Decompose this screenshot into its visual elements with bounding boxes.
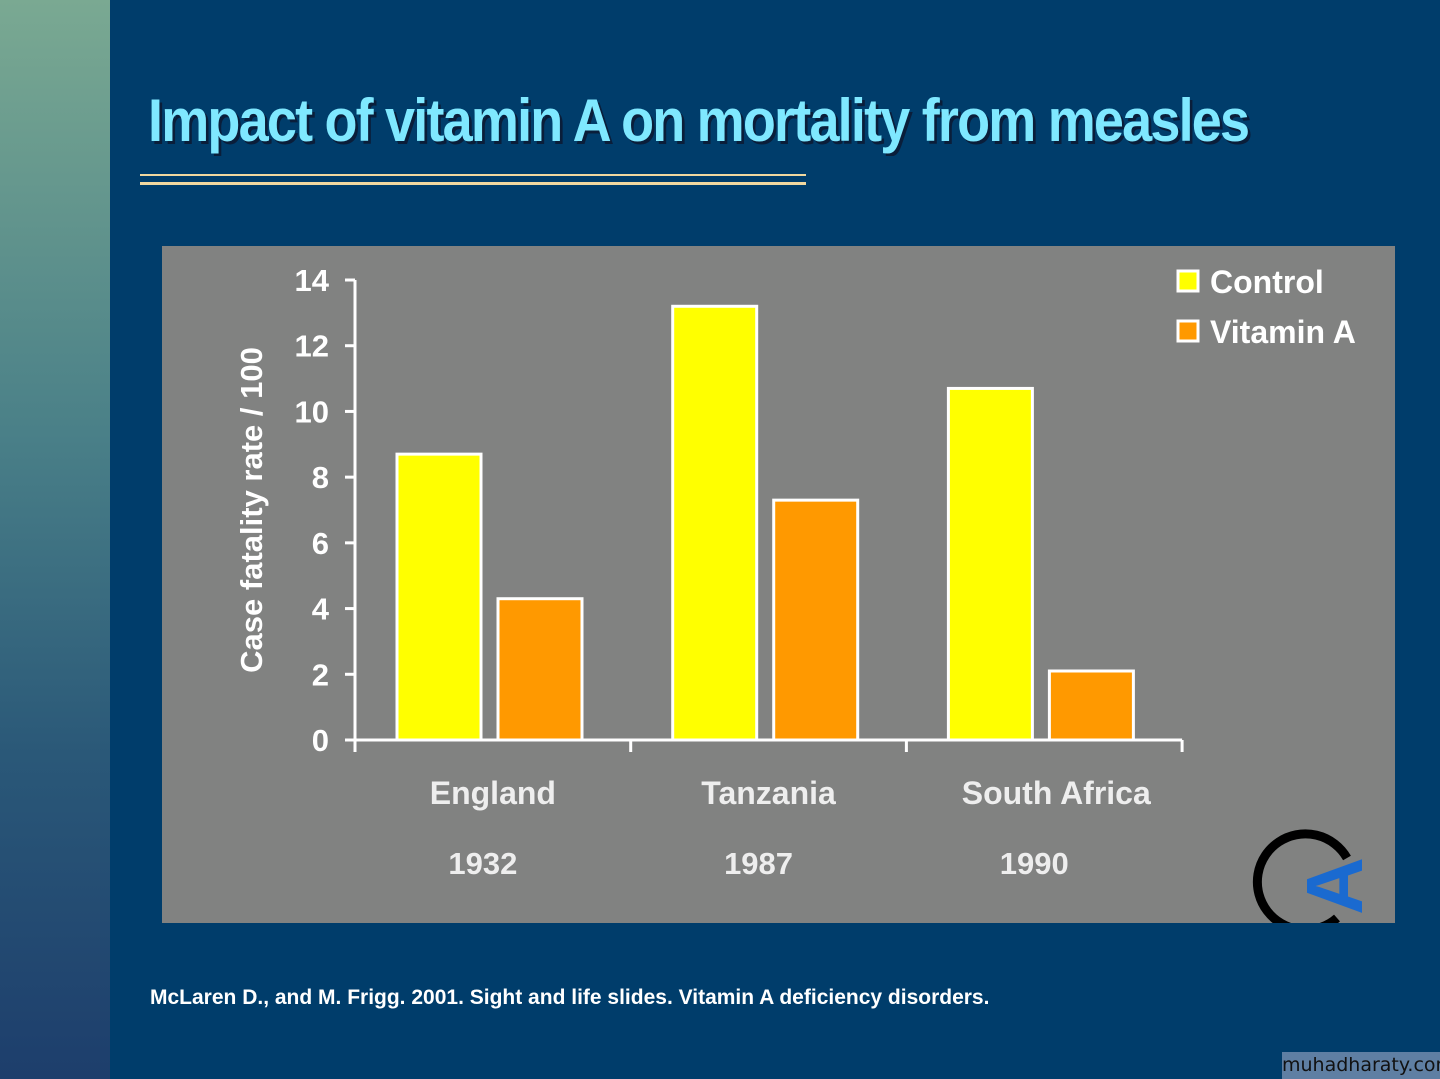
- title-underline: [140, 174, 806, 185]
- chart-panel: 0 2 4 6 8 10 12 14 Case fatality rate / 100 Engla…: [162, 246, 1395, 923]
- y-tick-label: 6: [312, 526, 329, 561]
- bar-control: [671, 304, 759, 742]
- legend-label: Vitamin A: [1210, 314, 1356, 350]
- category-label: Tanzania: [701, 775, 836, 811]
- y-tick-label: 10: [295, 394, 329, 429]
- legend-label: Control: [1210, 264, 1324, 300]
- sidebar-gradient: [0, 0, 110, 1079]
- legend-swatch: [1176, 319, 1200, 343]
- y-tick-label: 2: [312, 657, 329, 692]
- citation: McLaren D., and M. Frigg. 2001. Sight an…: [150, 986, 990, 1009]
- y-tick-label: 12: [295, 329, 329, 364]
- category-year: 1987: [724, 846, 793, 881]
- y-tick-label: 0: [312, 723, 329, 758]
- y-tick-label: 4: [312, 592, 330, 627]
- logo-letter: A: [1290, 857, 1379, 915]
- y-tick-label: 14: [295, 263, 330, 298]
- slide-title: Impact of vitamin A on mortality from me…: [148, 87, 1250, 154]
- category-label: England: [430, 775, 556, 811]
- bar-control: [395, 452, 483, 742]
- legend-swatch: [1176, 269, 1200, 293]
- bar-vitamin-a: [772, 498, 860, 742]
- bar-control: [946, 386, 1034, 742]
- bar-vitamin-a: [496, 597, 584, 742]
- logo-ring-icon: [1252, 829, 1351, 923]
- y-axis-label: Case fatality rate / 100: [234, 347, 269, 673]
- watermark: muhadharaty.com: [1282, 1052, 1440, 1079]
- bar-chart: 0 2 4 6 8 10 12 14 Case fatality rate / 100 Engla…: [234, 263, 1379, 923]
- category-year: 1932: [448, 846, 517, 881]
- y-tick-label: 8: [312, 460, 329, 495]
- category-label: South Africa: [962, 775, 1151, 811]
- bar-vitamin-a: [1047, 669, 1135, 742]
- category-year: 1990: [1000, 846, 1069, 881]
